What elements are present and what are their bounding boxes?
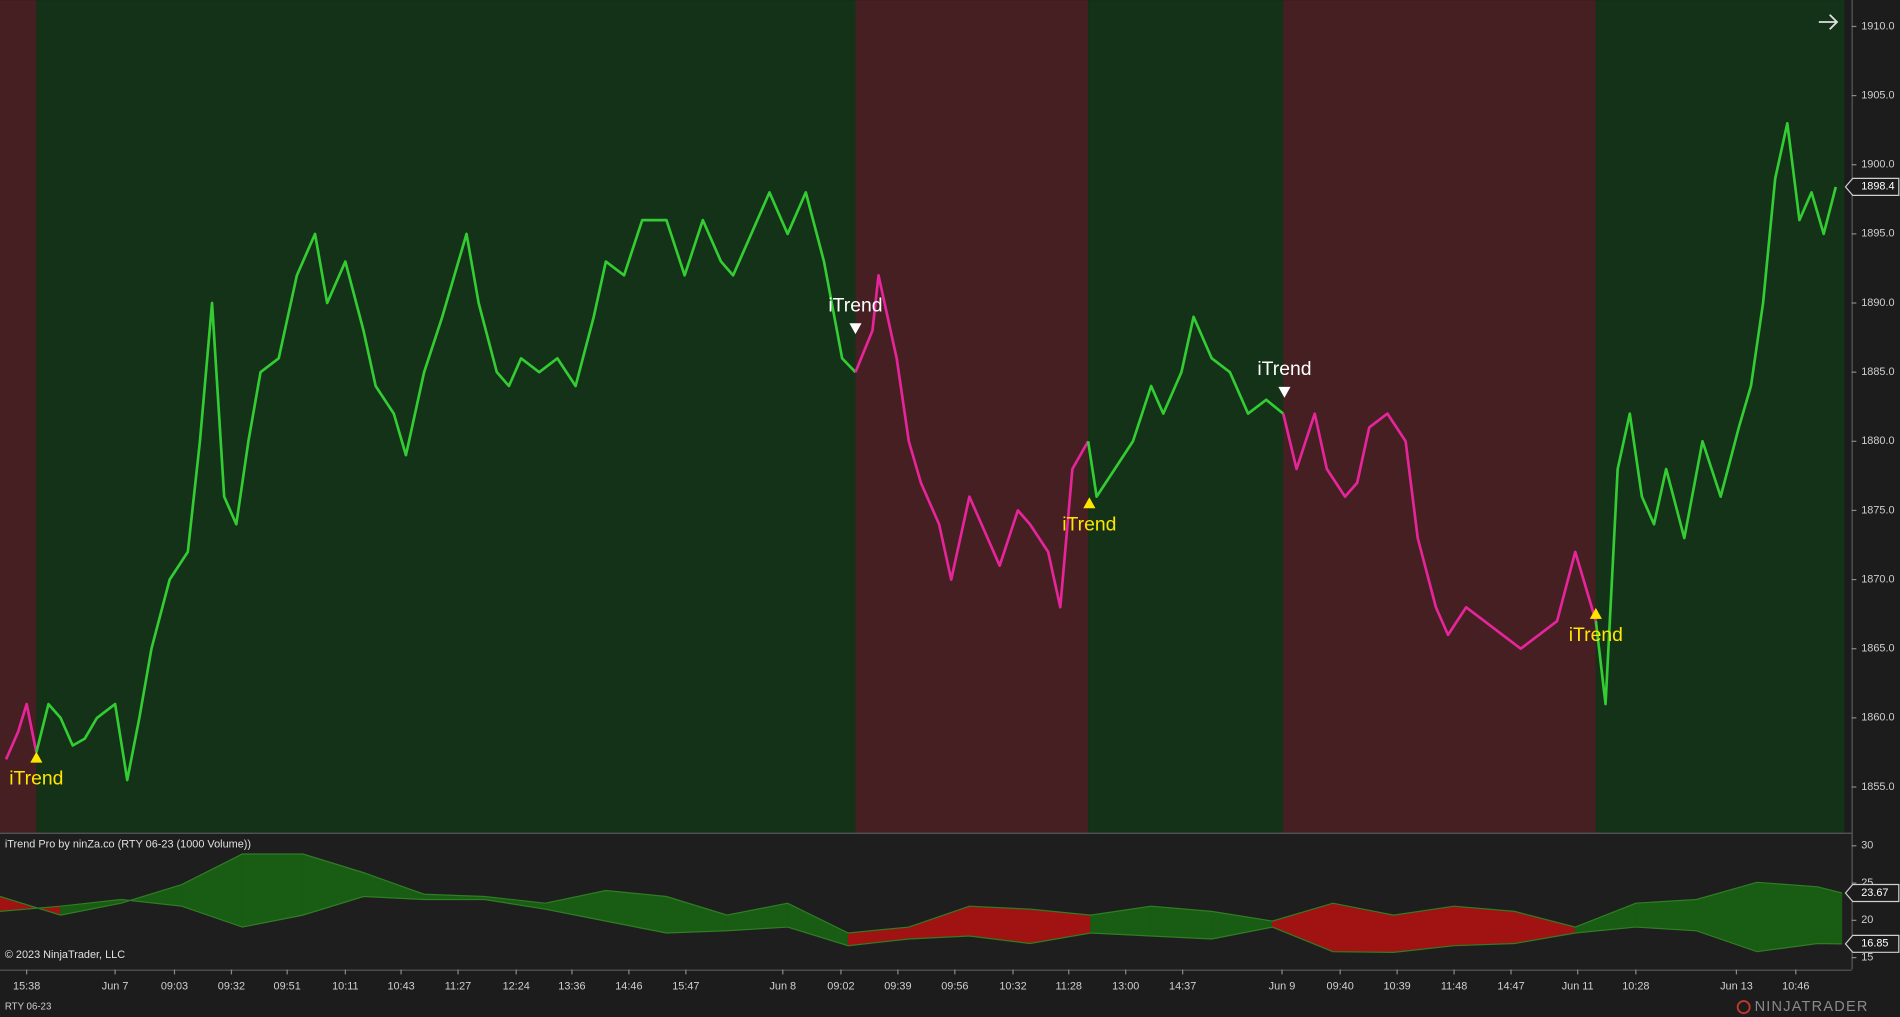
logo: NINJATRADER — [1755, 999, 1869, 1015]
signal-marker — [1589, 607, 1602, 619]
y-tick-label: 1895.0 — [1861, 228, 1894, 240]
x-tick-label: Jun 13 — [1720, 980, 1753, 992]
x-tick-label: 09:02 — [827, 980, 854, 992]
y-tick-label: 1855.0 — [1861, 781, 1894, 793]
x-tick-label: 15:47 — [672, 980, 699, 992]
x-tick-label: 13:00 — [1112, 980, 1139, 992]
x-tick-label: 12:24 — [503, 980, 530, 992]
y-tick-label: 1875.0 — [1861, 504, 1894, 516]
x-tick-label: 11:48 — [1441, 980, 1467, 992]
signal-label: iTrend — [1062, 513, 1116, 535]
signal-label: iTrend — [1569, 624, 1623, 646]
indicator-panel — [0, 833, 1852, 970]
signal-marker — [30, 751, 43, 763]
y-tick-label: 15 — [1861, 952, 1873, 964]
x-tick-label: Jun 11 — [1562, 980, 1594, 992]
trend-zone — [1283, 0, 1596, 833]
trend-zone — [1595, 0, 1845, 833]
price-panel: iTrend iTrend iTrend iTrend iTrend — [0, 0, 1845, 833]
y-tick-label: 1890.0 — [1861, 297, 1894, 309]
x-tick-label: Jun 8 — [769, 980, 796, 992]
band-fill — [1635, 899, 1697, 932]
copyright: © 2023 NinjaTrader, LLC — [5, 949, 125, 961]
price-line — [854, 274, 1090, 609]
x-tick-label: 09:32 — [218, 980, 245, 992]
signal-marker — [1278, 386, 1291, 398]
signal-marker — [849, 323, 862, 335]
last-price-label: 1898.4 — [1861, 181, 1894, 193]
x-tick-label: 09:56 — [941, 980, 968, 992]
price-line — [1594, 121, 1838, 706]
last-price-box — [1844, 177, 1900, 196]
x-tick-label: 14:47 — [1497, 980, 1524, 992]
y-tick-label: 1910.0 — [1861, 20, 1894, 32]
band-fill — [241, 853, 304, 928]
signal-label: iTrend — [1257, 358, 1311, 380]
y-tick-label: 1880.0 — [1861, 435, 1894, 447]
x-tick-label: 09:51 — [274, 980, 301, 992]
band-fill — [1453, 905, 1516, 947]
x-tick-label: 09:39 — [884, 980, 911, 992]
scroll-arrow[interactable] — [1818, 14, 1839, 30]
band-fill — [1817, 886, 1843, 945]
y-tick-label: 1865.0 — [1861, 643, 1894, 655]
signal-label: iTrend — [9, 768, 63, 790]
x-tick-label: 15:38 — [13, 980, 40, 992]
x-tick-label: Jun 9 — [1269, 980, 1296, 992]
last-value-label: 23.67 — [1861, 887, 1888, 899]
x-tick-label: 09:40 — [1327, 980, 1354, 992]
last-value-label: 16.85 — [1861, 938, 1888, 950]
band-fill — [1756, 881, 1818, 953]
trend-zone — [36, 0, 856, 833]
last-value-box — [1844, 883, 1900, 903]
x-tick-label: 11:27 — [445, 980, 471, 992]
indicator-line — [0, 895, 1842, 954]
price-line — [1086, 315, 1285, 498]
price-line — [35, 191, 857, 782]
trend-zone — [1088, 0, 1284, 833]
x-tick-label: 14:46 — [615, 980, 642, 992]
y-tick-label: 1860.0 — [1861, 712, 1894, 724]
y-tick-label: 1885.0 — [1861, 366, 1894, 378]
x-tick-label: 11:28 — [1056, 980, 1082, 992]
y-tick-label: 1900.0 — [1861, 159, 1894, 171]
x-tick-label: 10:39 — [1383, 980, 1410, 992]
price-line — [1281, 412, 1598, 651]
x-tick-label: 09:03 — [161, 980, 188, 992]
x-tick-label: 10:11 — [332, 980, 358, 992]
signal-label: iTrend — [828, 294, 882, 316]
trend-zone — [0, 0, 37, 833]
x-tick-label: 10:46 — [1782, 980, 1809, 992]
x-tick-label: 10:32 — [999, 980, 1026, 992]
y-tick-label: 30 — [1861, 840, 1873, 852]
x-tick-label: 14:37 — [1169, 980, 1196, 992]
signal-marker — [1083, 497, 1096, 509]
indicator-line — [0, 853, 1842, 934]
trend-zone — [855, 0, 1089, 833]
last-value-box — [1844, 934, 1900, 953]
y-tick-label: 20 — [1861, 914, 1873, 926]
x-tick-label: 10:28 — [1622, 980, 1649, 992]
price-line — [4, 702, 38, 760]
x-tick-label: 13:36 — [558, 980, 585, 992]
instrument: RTY 06-23 — [5, 1002, 52, 1013]
y-tick-label: 1905.0 — [1861, 89, 1894, 101]
indicator-title: iTrend Pro by ninZa.co (RTY 06-23 (1000 … — [5, 839, 251, 851]
y-tick-label: 1870.0 — [1861, 573, 1894, 585]
x-tick-label: Jun 7 — [102, 980, 129, 992]
x-tick-label: 10:43 — [387, 980, 414, 992]
logo-icon — [1736, 1000, 1751, 1015]
